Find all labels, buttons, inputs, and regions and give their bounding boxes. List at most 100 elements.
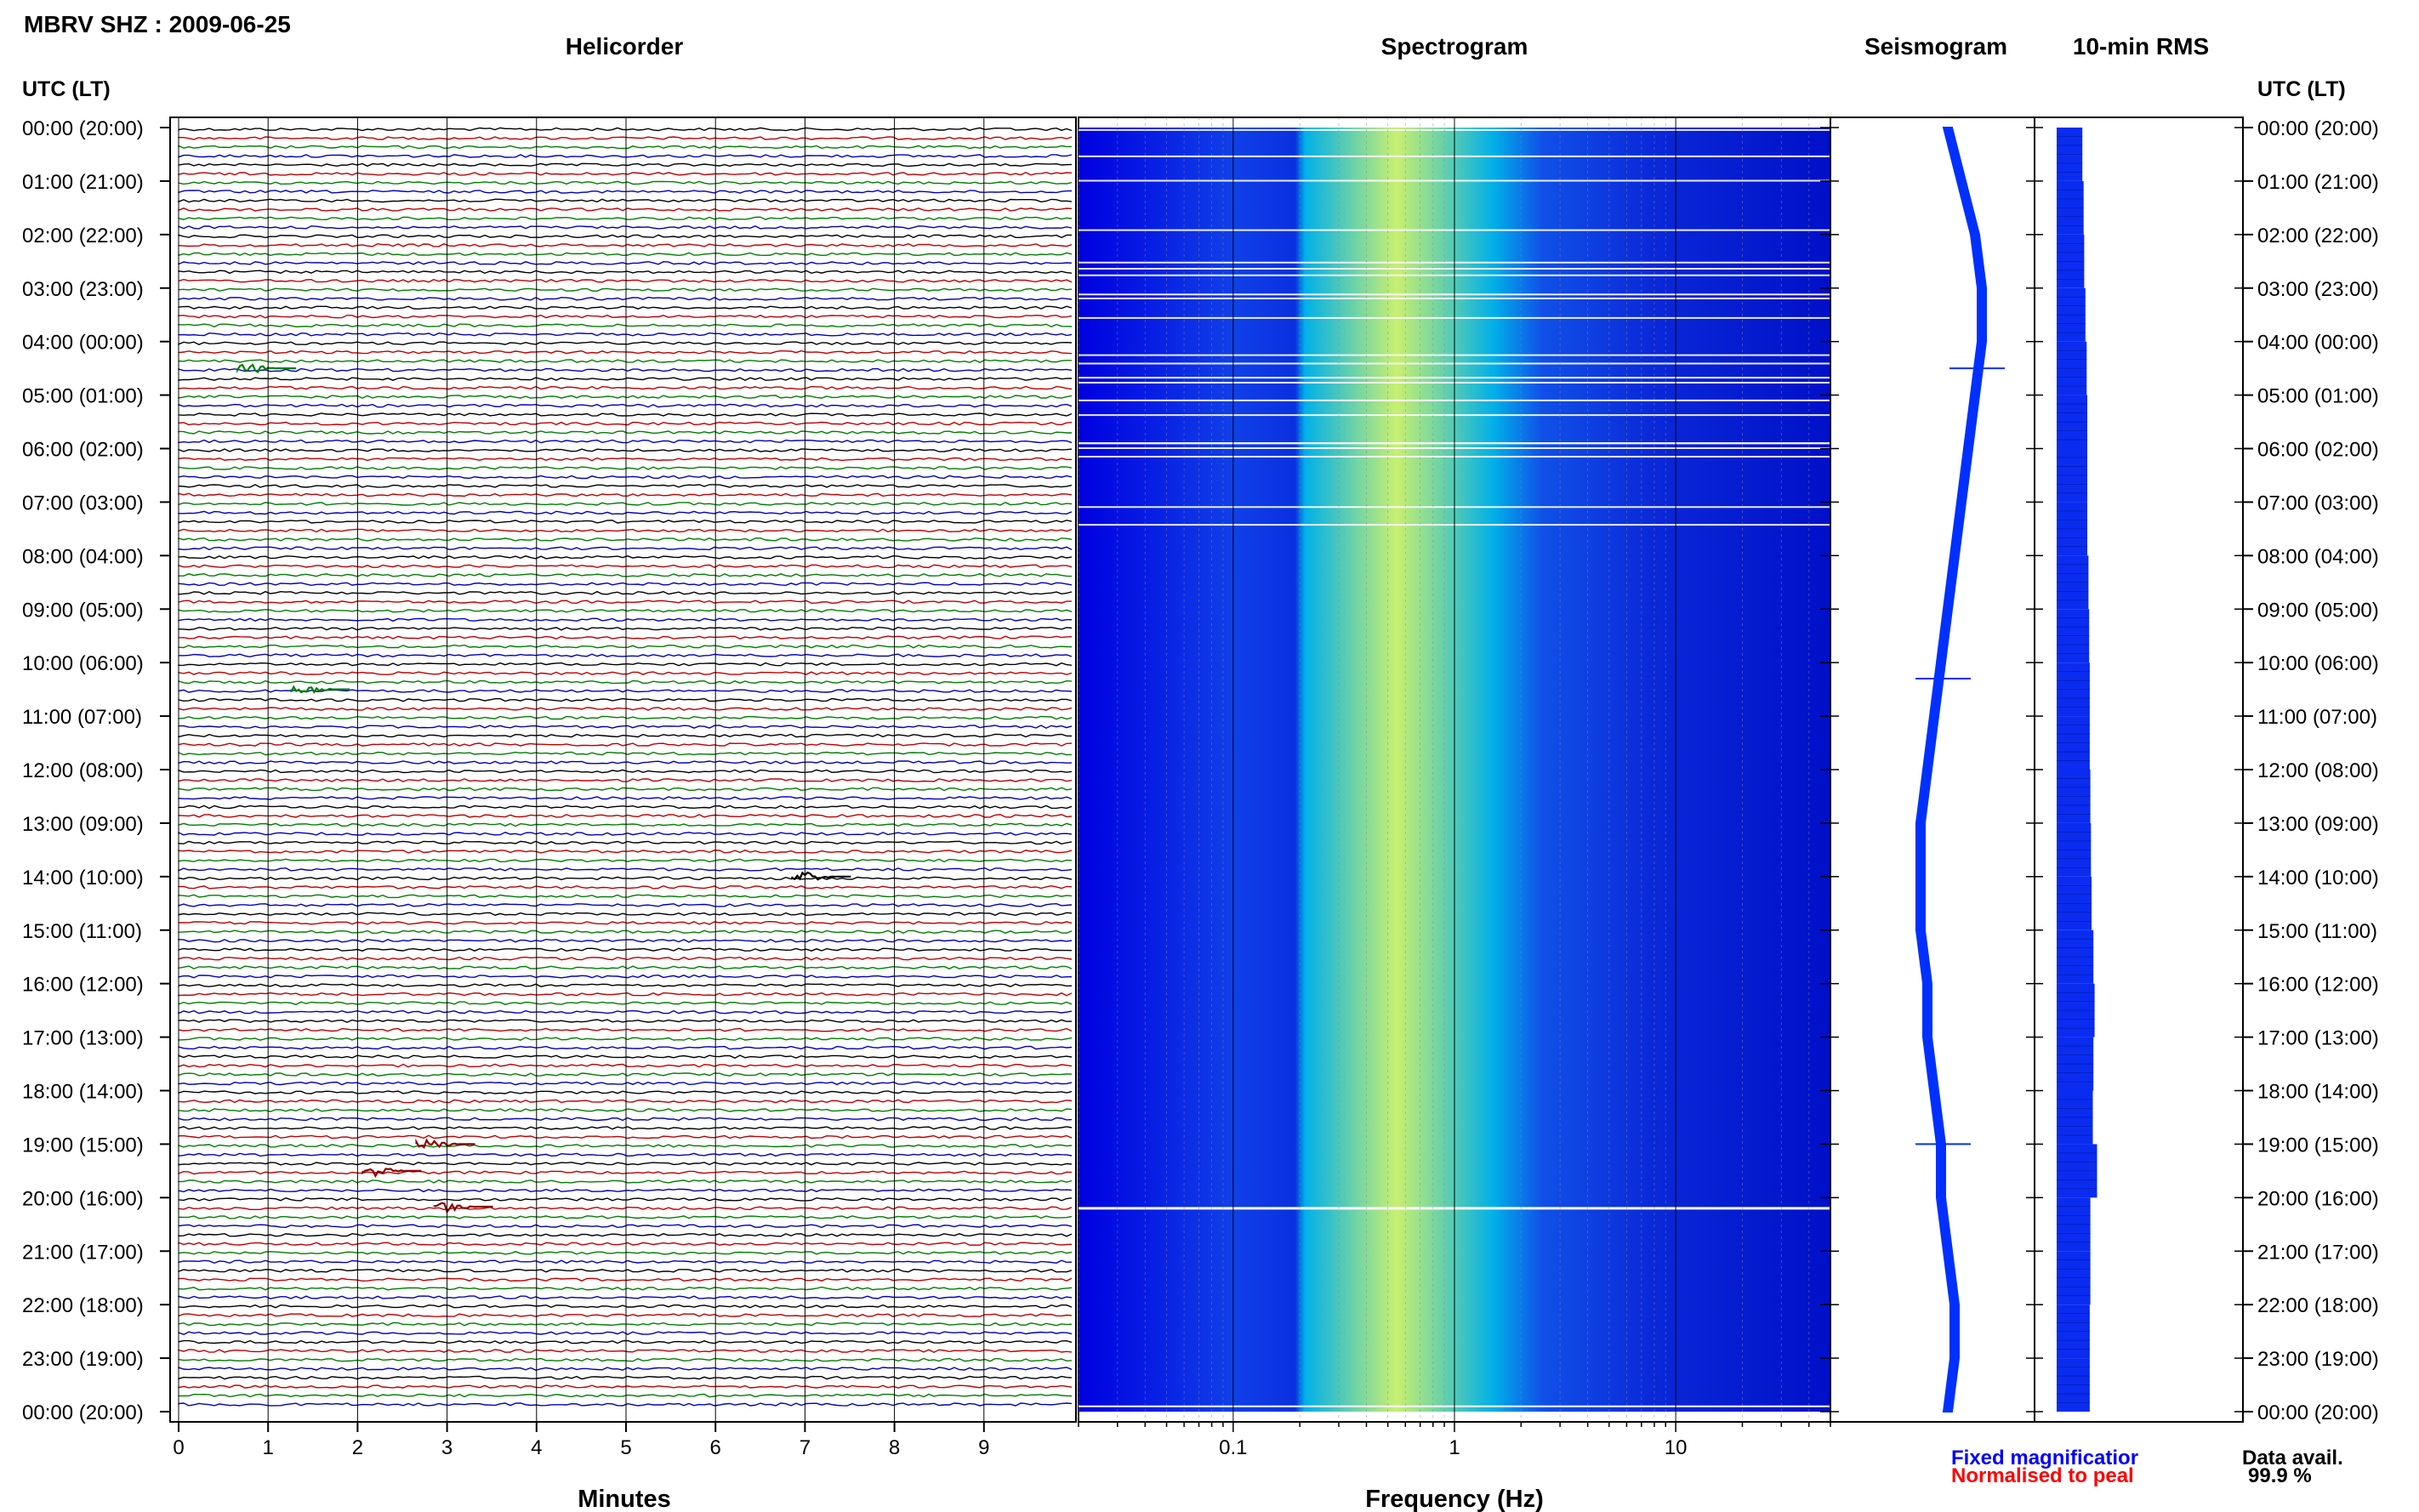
time-tick-label-left: 19:00 (15:00) [22,1134,144,1157]
helicorder-trace [178,644,1073,649]
time-tick-label-right: 06:00 (02:00) [2257,439,2379,462]
helicorder-trace [178,1126,1073,1130]
helicorder-trace [178,850,1073,854]
time-tick-label-right: 03:00 (23:00) [2257,278,2379,301]
helicorder-trace [178,136,1073,140]
helicorder-trace [178,1304,1073,1309]
helicorder-trace [178,617,1072,622]
time-tick-label-left: 05:00 (01:00) [22,385,144,408]
time-tick-label-left: 00:00 (20:00) [22,1401,144,1424]
helicorder-trace [178,190,1073,194]
helicorder-trace [178,725,1073,729]
time-tick-label-right: 01:00 (21:00) [2257,171,2379,194]
time-tick-label-left: 20:00 (16:00) [22,1187,144,1210]
helicorder-trace [178,475,1073,480]
helicorder-trace [178,296,1073,301]
time-tick-label-left: 02:00 (22:00) [22,225,144,247]
seismogram-title: Seismogram [1864,33,2007,60]
helicorder-trace [178,751,1073,756]
time-tick-label-right: 10:00 (06:00) [2257,652,2379,675]
spectrogram-title: Spectrogram [1381,33,1528,60]
time-tick-label-right: 15:00 (11:00) [2257,920,2377,943]
helicorder-trace [178,858,1073,863]
helicorder-trace [178,1188,1073,1193]
helicorder-trace [178,1277,1073,1282]
minute-tick-label: 0 [173,1436,184,1459]
time-tick-label-left: 04:00 (00:00) [22,332,144,355]
time-axes: 00:00 (20:00) 00:00 (20:00) 01:00 (21:00) 0… [22,117,2379,1424]
helicorder-trace [178,1402,1073,1407]
helicorder-trace [178,1134,1073,1140]
time-tick-label-left: 15:00 (11:00) [22,920,142,943]
helicorder-trace [178,608,1073,613]
helicorder-trace [178,600,1072,605]
time-tick-label-right: 21:00 (17:00) [2257,1241,2379,1264]
helicorder-trace [178,1081,1073,1086]
time-tick-label-left: 10:00 (06:00) [22,652,144,675]
helicorder-trace [178,653,1073,658]
helicorder-trace [178,162,1073,168]
helicorder-trace [178,457,1073,462]
helicorder-trace [178,502,1073,506]
helicorder-trace [178,1054,1073,1059]
helicorder-trace [178,377,1073,381]
helicorder-trace [178,1215,1073,1219]
helicorder-trace [178,1339,1073,1344]
helicorder-trace [178,938,1073,943]
helicorder-trace [178,448,1073,452]
helicorder-trace [178,242,1073,247]
helicorder-trace [178,430,1072,435]
helicorder-trace [178,403,1073,408]
helicorder-trace [178,252,1073,257]
helicorder-trace [178,1242,1073,1247]
time-tick-label-left: 13:00 (09:00) [22,813,144,836]
helicorder-trace [178,572,1073,577]
helicorder-event [236,363,297,374]
helicorder-event [433,1202,493,1214]
helicorder-trace [178,769,1073,774]
time-tick-label-right: 07:00 (03:00) [2257,492,2379,514]
helicorder-trace [178,1286,1073,1291]
helicorder-trace [178,582,1073,587]
helicorder-trace [178,902,1073,907]
helicorder-trace [178,1090,1073,1094]
helicorder-trace [178,528,1073,533]
time-tick-label-left: 12:00 (08:00) [22,759,144,782]
time-tick-label-left: 09:00 (05:00) [22,599,144,622]
helicorder-trace [178,225,1073,230]
helicorder-trace [178,1268,1073,1273]
seismogram-panel [1830,117,2035,1423]
helicorder-trace [178,831,1073,836]
helicorder-trace [178,1045,1073,1050]
helicorder-trace [178,287,1073,293]
time-tick-label-right: 14:00 (10:00) [2257,867,2379,890]
minutes-axis-label: Minutes [578,1486,671,1512]
helicorder-trace [178,920,1073,925]
helicorder-trace [178,689,1073,693]
helicorder-trace [178,1322,1073,1327]
helicorder-trace [178,983,1073,987]
helicorder-trace [178,1108,1073,1112]
time-tick-label-left: 17:00 (13:00) [22,1027,144,1050]
helicorder-trace [178,492,1073,497]
time-tick-label-left: 06:00 (02:00) [22,439,144,462]
helicorder-trace [178,180,1073,185]
helicorder-trace [178,1197,1073,1202]
helicorder-trace [178,207,1073,212]
helicorder-trace [178,1357,1073,1362]
helicorder-trace [178,484,1073,488]
time-tick-label-left: 22:00 (18:00) [22,1294,144,1317]
time-tick-label-left: 14:00 (10:00) [22,867,144,890]
helicorder-trace [178,1037,1073,1041]
time-axis-label-left: UTC (LT) [22,77,111,101]
helicorder-trace [178,466,1073,470]
helicorder-trace [178,778,1073,782]
helicorder-trace [178,278,1073,283]
helicorder-trace [178,974,1072,979]
helicorder-trace [178,1259,1073,1265]
time-tick-label-right: 20:00 (16:00) [2257,1187,2379,1210]
helicorder-trace [178,367,1073,372]
helicorder-trace [178,1144,1073,1148]
minute-tick-label: 2 [352,1436,363,1459]
time-tick-label-right: 17:00 (13:00) [2257,1027,2379,1050]
